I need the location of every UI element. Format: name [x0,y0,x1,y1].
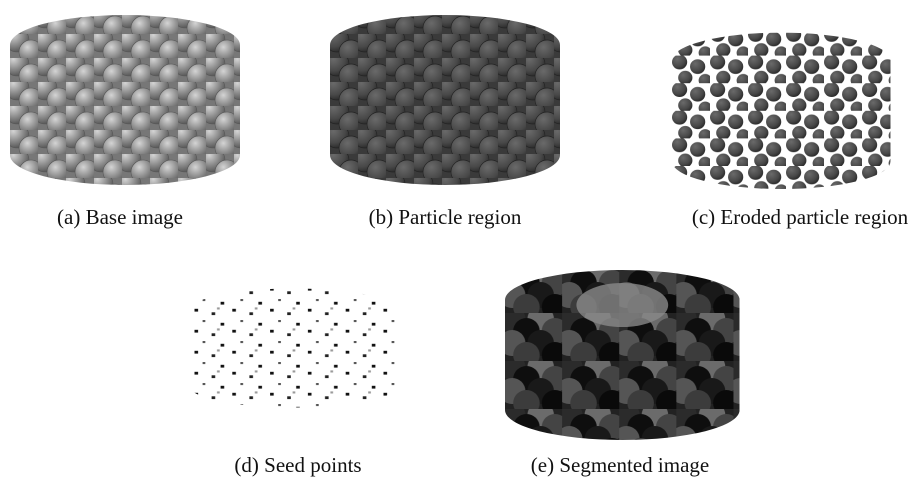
caption: (a) Base image [57,205,183,229]
caption: (b) Particle region [369,205,522,229]
panel-e-image [505,265,740,445]
caption: (e) Segmented image [531,453,709,477]
caption: (d) Seed points [234,453,361,477]
panel-c-image [672,28,891,194]
figure: (a) Base image (b) Particle region (c) E… [0,0,919,481]
panel-d-image [190,285,397,411]
panel-a-image [10,10,240,190]
caption: (c) Eroded particle region [692,205,909,229]
panel-b-image [330,10,560,190]
